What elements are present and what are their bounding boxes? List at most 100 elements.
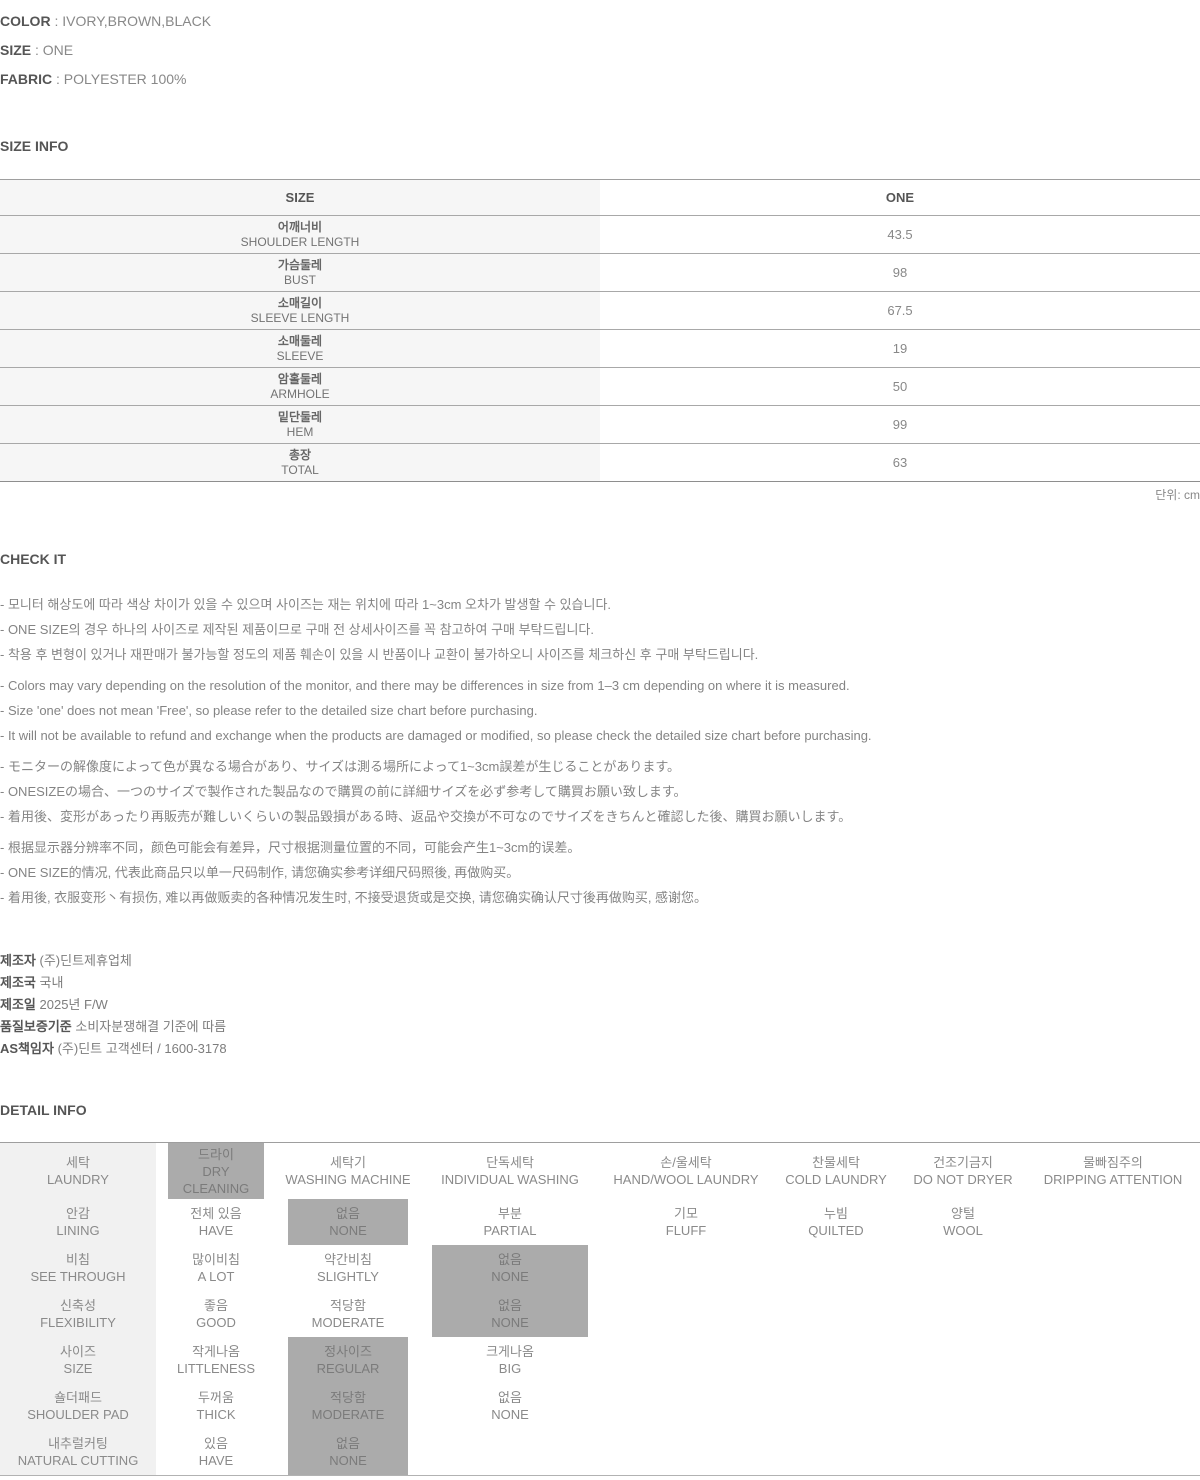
detail-option: 찬물세탁 COLD LAUNDRY — [785, 1155, 887, 1187]
measure-value: 98 — [892, 265, 908, 280]
measure-kr: 총장 — [288, 447, 312, 462]
detail-option: 없음 NONE — [432, 1291, 588, 1337]
color-label: COLOR — [0, 13, 51, 29]
note-line: - 모니터 해상도에 따라 색상 차이가 있을 수 있으며 사이즈는 재는 위치… — [0, 597, 612, 612]
detail-row-label: 사이즈 SIZE — [0, 1337, 156, 1383]
measure-value: 43.5 — [887, 227, 913, 242]
note-line: - ONE SIZE의 경우 하나의 사이즈로 제작된 제품이므로 구매 전 상… — [0, 622, 594, 637]
detail-option: 전체 있음 HAVE — [190, 1206, 242, 1238]
size-field: SIZE : ONE — [0, 36, 1200, 65]
note-line: - 根据显示器分辨率不同，颜色可能会有差异，尺寸根据测量位置的不同，可能会产生1… — [0, 840, 581, 855]
detail-row-label: 세탁 LAUNDRY — [0, 1143, 156, 1199]
size-label: SIZE — [0, 42, 32, 58]
detail-option: 작게나옴 LITTLENESS — [176, 1344, 256, 1376]
manufacturer-value: 2025년 F/W — [39, 997, 108, 1012]
measure-value: 99 — [892, 417, 908, 432]
table-row-hem: 밑단둘레 HEM 99 — [0, 406, 1200, 444]
notes-english: - Colors may vary depending on the resol… — [0, 673, 1200, 748]
detail-option: 물빠짐주의 DRIPPING ATTENTION — [1043, 1155, 1183, 1187]
detail-row-see-through: 비침 SEE THROUGH 많이비침 A LOT 약간비침 SLIGHTLY 없음 N… — [0, 1245, 1200, 1291]
detail-table: 세탁 LAUNDRY 드라이 DRY CLEANING 세탁기 WASHING MAC… — [0, 1142, 1200, 1476]
detail-row-flexibility: 신축성 FLEXIBILITY 좋음 GOOD 적당함 MODERATE 없음 NONE — [0, 1291, 1200, 1337]
separator: : — [31, 42, 43, 58]
detail-option: 많이비침 A LOT — [192, 1252, 240, 1284]
detail-option: 두꺼움 THICK — [196, 1390, 236, 1422]
measure-kr: 밑단둘레 — [277, 409, 323, 424]
unit-note: 단위: cm — [1155, 488, 1200, 502]
detail-option: 좋음 GOOD — [196, 1298, 236, 1330]
fabric-value: POLYESTER 100% — [63, 71, 187, 87]
detail-row-label: 내추럴커팅 NATURAL CUTTING — [0, 1429, 156, 1475]
manufacturer-label: 제조자 — [0, 953, 36, 968]
table-row-sleeve-length: 소매길이 SLEEVE LENGTH 67.5 — [0, 292, 1200, 330]
note-line: - ONE SIZE的情况, 代表此商品只以单一尺码制作, 请您确实参考详细尺码… — [0, 865, 520, 880]
measure-kr: 소매둘레 — [277, 333, 323, 348]
manufacturer-value: (주)딘트 고객센터 / 1600-3178 — [57, 1041, 227, 1056]
manufacturer-label: 제조일 — [0, 997, 36, 1012]
detail-row-label: 비침 SEE THROUGH — [0, 1245, 156, 1291]
note-line: - 着用後, 衣服变形丶有损伤, 难以再做贩卖的各种情况发生时, 不接受退货或是… — [0, 890, 708, 905]
detail-option: 크게나옴 BIG — [486, 1344, 534, 1376]
detail-option: 기모 FLUFF — [665, 1206, 707, 1238]
measure-en: SLEEVE — [276, 348, 324, 363]
measure-en: TOTAL — [281, 462, 319, 477]
detail-row-natural-cutting: 내추럴커팅 NATURAL CUTTING 있음 HAVE 없음 NONE — [0, 1429, 1200, 1475]
check-it-title: CHECK IT — [0, 551, 67, 567]
note-line: - Size 'one' does not mean 'Free', so pl… — [0, 703, 538, 718]
detail-row-laundry: 세탁 LAUNDRY 드라이 DRY CLEANING 세탁기 WASHING MAC… — [0, 1143, 1200, 1199]
note-line: - モニターの解像度によって色が異なる場合があり、サイズは測る場所によって1~3… — [0, 759, 681, 774]
detail-option: 누빔 QUILTED — [808, 1206, 864, 1238]
table-row-total: 총장 TOTAL 63 — [0, 444, 1200, 482]
notes-japanese: - モニターの解像度によって色が異なる場合があり、サイズは測る場所によって1~3… — [0, 754, 1200, 829]
manufacturer-value: 국내 — [39, 975, 64, 990]
manufacturer-value: (주)딘트제휴업체 — [39, 953, 132, 968]
measure-en: SLEEVE LENGTH — [250, 310, 350, 325]
measure-en: SHOULDER LENGTH — [240, 234, 360, 249]
measure-kr: 암홀둘레 — [277, 371, 323, 386]
detail-option: 양털 WOOL — [943, 1206, 983, 1238]
detail-row-label: 숄더패드 SHOULDER PAD — [0, 1383, 156, 1429]
manufacturer-row: 제조일 2025년 F/W — [0, 994, 1200, 1016]
size-value: ONE — [42, 42, 74, 58]
color-value: IVORY,BROWN,BLACK — [62, 13, 212, 29]
manufacturer-row: 제조자 (주)딘트제휴업체 — [0, 950, 1200, 972]
detail-info-title: DETAIL INFO — [0, 1102, 87, 1118]
detail-option: 단독세탁 INDIVIDUAL WASHING — [441, 1155, 579, 1187]
measure-value: 19 — [892, 341, 908, 356]
detail-option: 없음 NONE — [288, 1199, 408, 1245]
note-line: - 착용 후 변형이 있거나 재판매가 불가능할 정도의 제품 훼손이 있을 시… — [0, 647, 759, 662]
measure-kr: 소매길이 — [277, 295, 323, 310]
measure-value: 50 — [892, 379, 908, 394]
detail-option: 손/울세탁 HAND/WOOL LAUNDRY — [613, 1155, 759, 1187]
manufacturer-value: 소비자분쟁해결 기준에 따름 — [75, 1019, 227, 1034]
detail-row-label: 신축성 FLEXIBILITY — [0, 1291, 156, 1337]
detail-option: 세탁기 WASHING MACHINE — [285, 1155, 411, 1187]
detail-row-label: 안감 LINING — [0, 1199, 156, 1245]
manufacturer-row: AS책임자 (주)딘트 고객센터 / 1600-3178 — [0, 1038, 1200, 1060]
detail-option: 없음 NONE — [432, 1245, 588, 1291]
detail-option: 약간비침 SLIGHTLY — [317, 1252, 379, 1284]
note-line: - Colors may vary depending on the resol… — [0, 678, 850, 693]
measure-value: 63 — [892, 455, 908, 470]
note-line: - ONESIZEの場合、一つのサイズで製作された製品なので購買の前に詳細サイズ… — [0, 784, 687, 799]
size-table: SIZE ONE 어깨너비 SHOULDER LENGTH 43.5 가슴둘레 BU… — [0, 179, 1200, 482]
detail-option: 부분 PARTIAL — [483, 1206, 537, 1238]
detail-option: 있음 HAVE — [198, 1436, 234, 1468]
detail-option: 적당함 MODERATE — [311, 1298, 385, 1330]
table-row-sleeve: 소매둘레 SLEEVE 19 — [0, 330, 1200, 368]
manufacturer-row: 제조국 국내 — [0, 972, 1200, 994]
measure-value: 67.5 — [887, 303, 913, 318]
detail-option: 없음 NONE — [491, 1390, 529, 1422]
manufacturer-label: 품질보증기준 — [0, 1019, 72, 1034]
table-row-armhole: 암홀둘레 ARMHOLE 50 — [0, 368, 1200, 406]
detail-row-size: 사이즈 SIZE 작게나옴 LITTLENESS 정사이즈 REGULAR 크게나옴 B… — [0, 1337, 1200, 1383]
table-row-bust: 가슴둘레 BUST 98 — [0, 254, 1200, 292]
manufacturer-label: 제조국 — [0, 975, 36, 990]
one-header-cell: ONE — [885, 190, 915, 205]
notes-korean: - 모니터 해상도에 따라 색상 차이가 있을 수 있으며 사이즈는 재는 위치… — [0, 592, 1200, 667]
manufacturer-label: AS책임자 — [0, 1041, 54, 1056]
color-field: COLOR : IVORY,BROWN,BLACK — [0, 7, 1200, 36]
measure-en: BUST — [283, 272, 316, 287]
notes-chinese: - 根据显示器分辨率不同，颜色可能会有差异，尺寸根据测量位置的不同，可能会产生1… — [0, 835, 1200, 910]
